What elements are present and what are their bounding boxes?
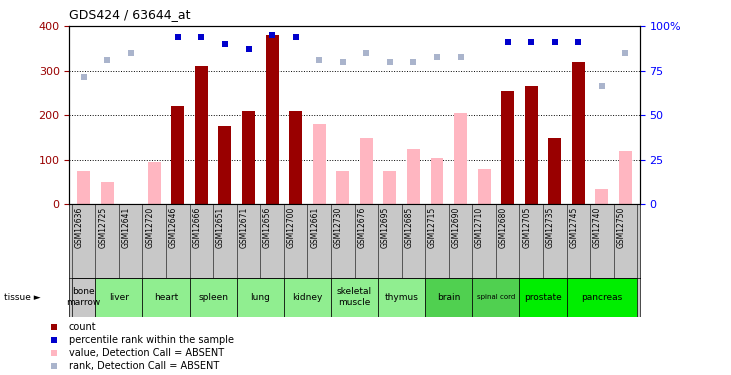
Text: bone
marrow: bone marrow — [67, 288, 101, 307]
Text: thymus: thymus — [385, 292, 419, 302]
Text: rank, Detection Call = ABSENT: rank, Detection Call = ABSENT — [69, 361, 219, 371]
Text: GSM12666: GSM12666 — [192, 207, 201, 248]
Bar — [336, 171, 349, 204]
Text: liver: liver — [109, 292, 129, 302]
Text: GSM12735: GSM12735 — [546, 207, 555, 248]
Text: GSM12646: GSM12646 — [169, 207, 178, 248]
Bar — [95, 278, 143, 317]
Bar — [143, 278, 189, 317]
Bar — [77, 171, 90, 204]
Bar — [383, 171, 396, 204]
Bar — [454, 113, 467, 204]
Text: GSM12710: GSM12710 — [475, 207, 484, 248]
Bar — [619, 151, 632, 204]
Bar — [219, 126, 232, 204]
Bar — [284, 278, 331, 317]
Bar — [148, 162, 161, 204]
Text: spinal cord: spinal cord — [477, 294, 515, 300]
Text: brain: brain — [437, 292, 461, 302]
Text: GDS424 / 63644_at: GDS424 / 63644_at — [69, 8, 191, 21]
Text: GSM12695: GSM12695 — [381, 207, 390, 248]
Text: GSM12745: GSM12745 — [569, 207, 578, 248]
Text: GSM12690: GSM12690 — [452, 207, 461, 248]
Text: pancreas: pancreas — [581, 292, 623, 302]
Bar — [331, 278, 378, 317]
Text: GSM12700: GSM12700 — [287, 207, 295, 248]
Bar — [567, 278, 637, 317]
Bar — [195, 66, 208, 204]
Text: count: count — [69, 322, 96, 332]
Bar — [525, 86, 538, 204]
Bar — [265, 35, 279, 204]
Text: GSM12656: GSM12656 — [263, 207, 272, 248]
Text: skeletal
muscle: skeletal muscle — [337, 288, 372, 307]
Bar — [378, 278, 425, 317]
Text: GSM12651: GSM12651 — [216, 207, 225, 248]
Bar — [520, 278, 567, 317]
Text: heart: heart — [154, 292, 178, 302]
Bar — [313, 124, 326, 204]
Bar — [407, 149, 420, 204]
Text: tissue ►: tissue ► — [4, 292, 40, 302]
Text: GSM12750: GSM12750 — [616, 207, 626, 248]
Text: GSM12685: GSM12685 — [404, 207, 414, 248]
Bar — [171, 106, 184, 204]
Text: GSM12725: GSM12725 — [98, 207, 107, 248]
Text: percentile rank within the sample: percentile rank within the sample — [69, 335, 234, 345]
Text: prostate: prostate — [524, 292, 562, 302]
Bar — [72, 278, 95, 317]
Bar — [189, 278, 237, 317]
Text: GSM12636: GSM12636 — [75, 207, 83, 248]
Bar — [572, 62, 585, 204]
Bar — [425, 278, 472, 317]
Bar — [596, 189, 608, 204]
Bar — [289, 111, 302, 204]
Text: kidney: kidney — [292, 292, 322, 302]
Text: GSM12705: GSM12705 — [522, 207, 531, 248]
Text: GSM12715: GSM12715 — [428, 207, 437, 248]
Bar — [237, 278, 284, 317]
Text: GSM12680: GSM12680 — [499, 207, 508, 248]
Text: GSM12676: GSM12676 — [357, 207, 366, 248]
Text: spleen: spleen — [198, 292, 228, 302]
Bar — [472, 278, 520, 317]
Text: GSM12661: GSM12661 — [310, 207, 319, 248]
Bar — [477, 169, 491, 204]
Bar — [242, 111, 255, 204]
Bar — [548, 138, 561, 204]
Bar — [501, 91, 514, 204]
Text: value, Detection Call = ABSENT: value, Detection Call = ABSENT — [69, 348, 224, 358]
Text: GSM12720: GSM12720 — [145, 207, 154, 248]
Text: GSM12671: GSM12671 — [240, 207, 249, 248]
Text: GSM12740: GSM12740 — [593, 207, 602, 248]
Text: GSM12641: GSM12641 — [121, 207, 131, 248]
Text: lung: lung — [250, 292, 270, 302]
Text: GSM12730: GSM12730 — [334, 207, 343, 248]
Bar — [360, 138, 373, 204]
Bar — [431, 158, 444, 204]
Bar — [101, 182, 113, 204]
